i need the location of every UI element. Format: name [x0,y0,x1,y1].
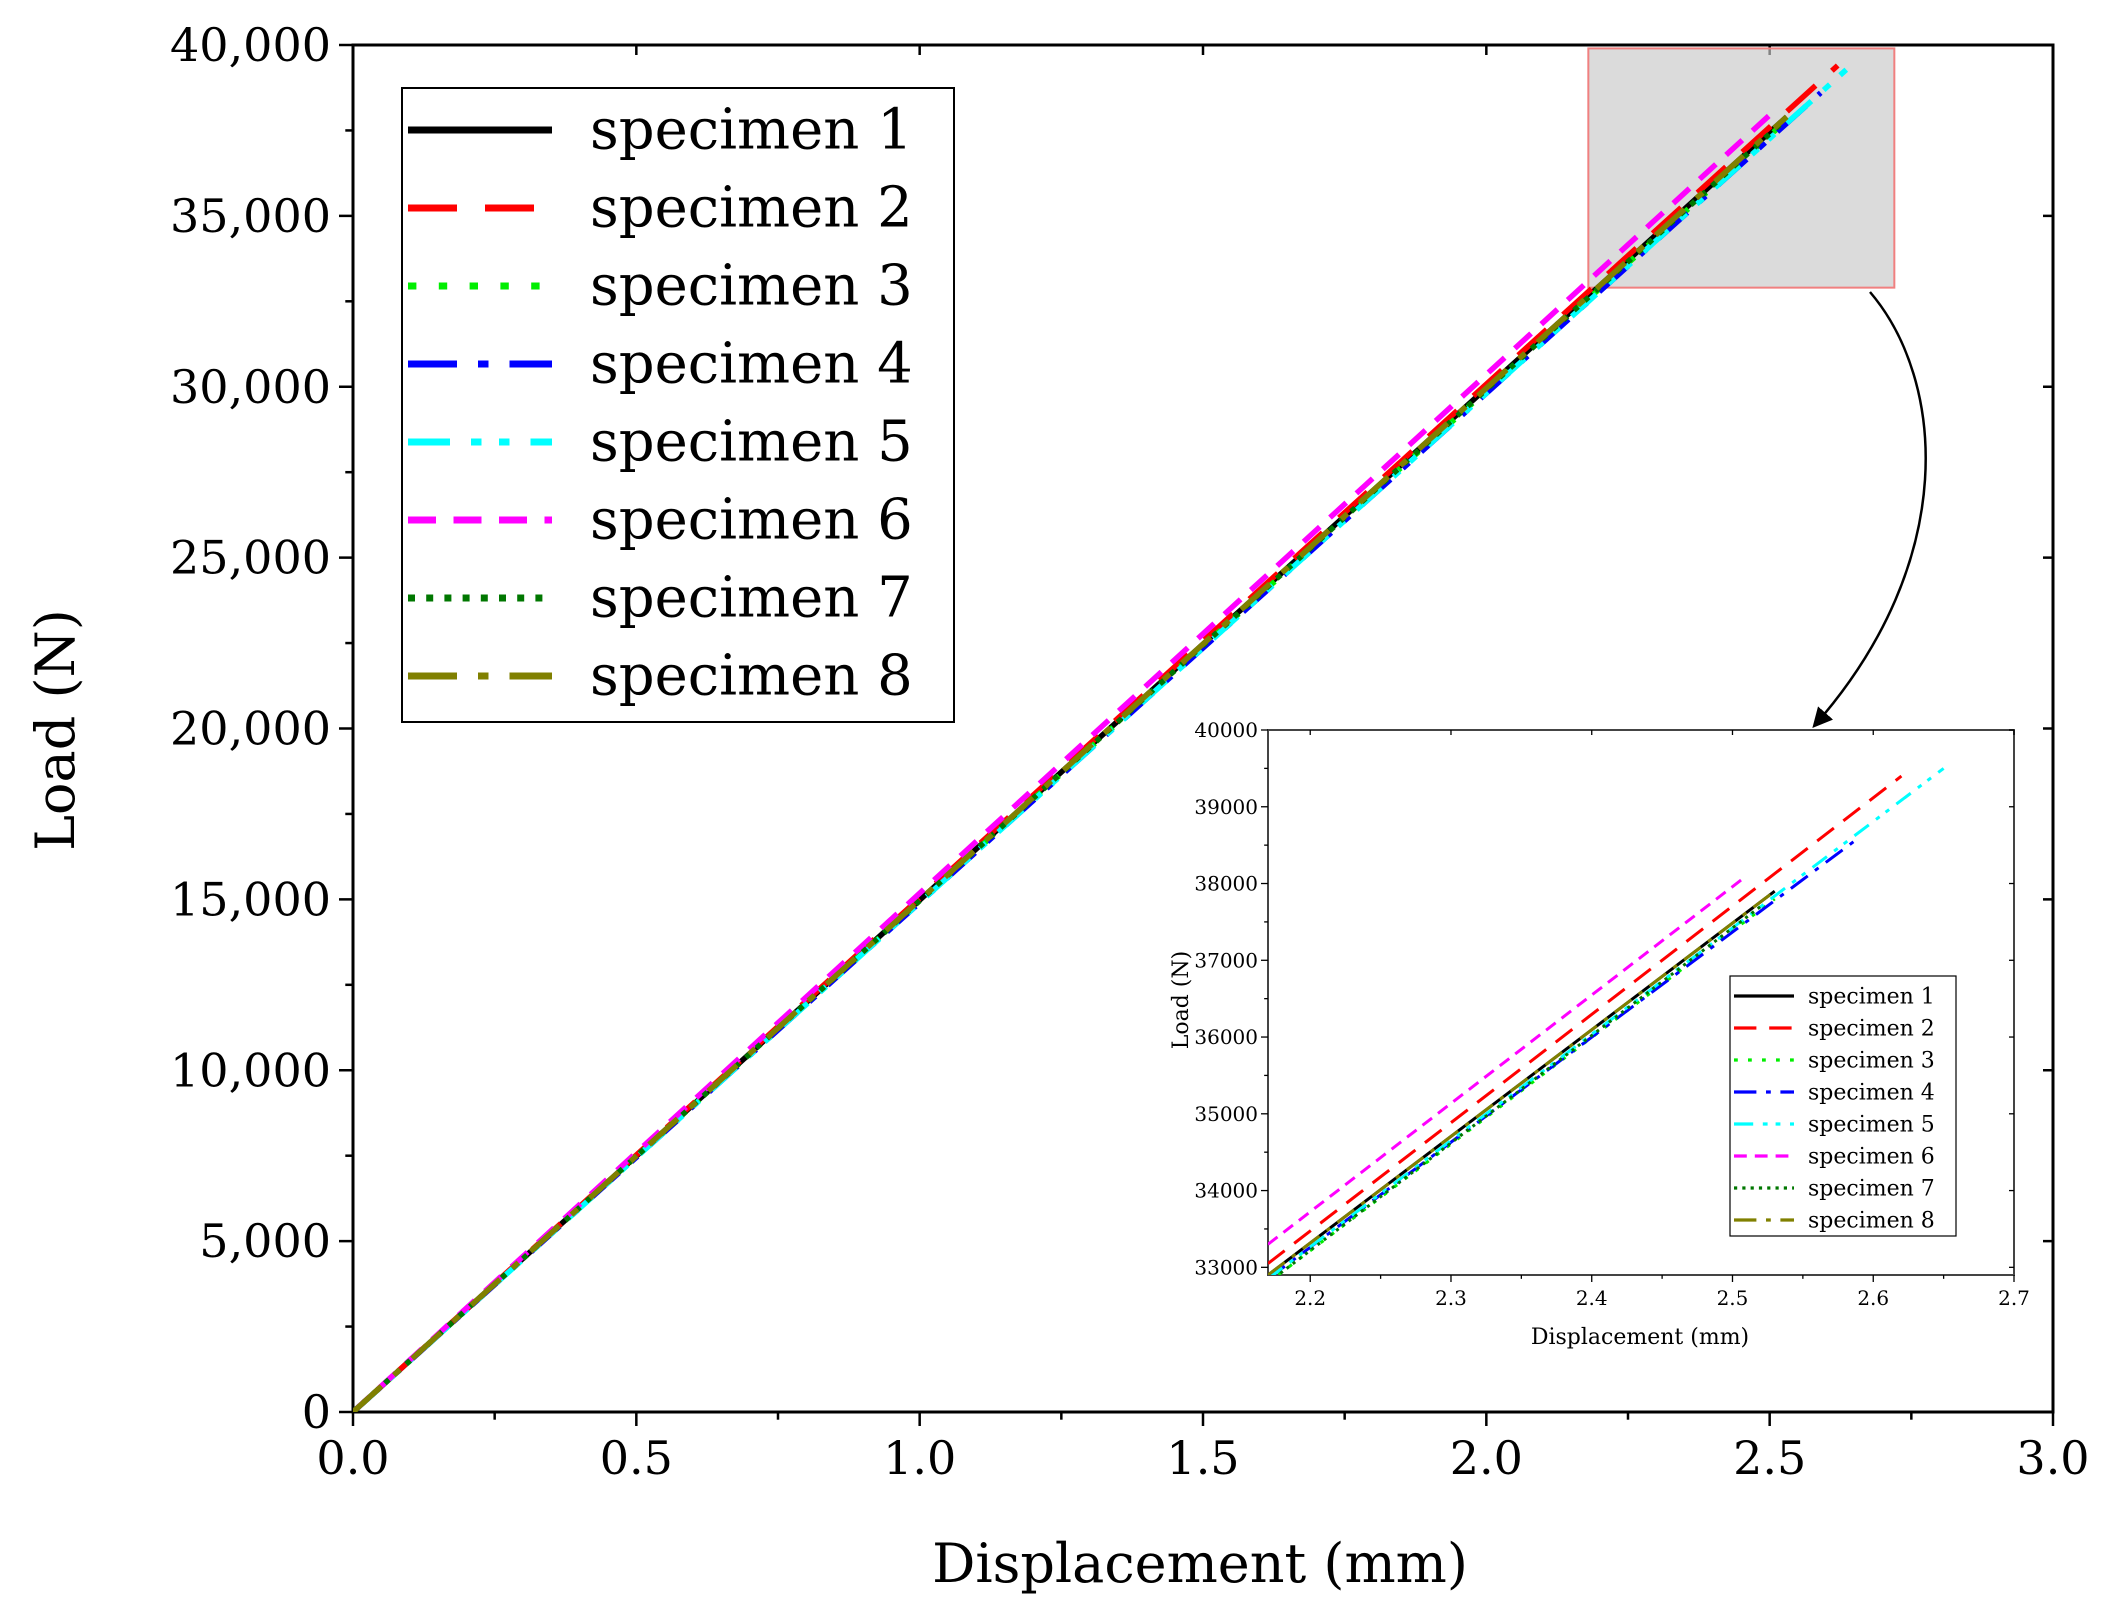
legend-label-specimen-8: specimen 8 [590,643,913,708]
series-line-specimen-6 [1268,874,1748,1246]
y-tick-label: 40,000 [170,18,331,72]
legend-label-specimen-7: specimen 7 [590,565,913,630]
y-tick-label: 0 [302,1385,331,1439]
y-tick-label: 10,000 [170,1043,331,1097]
series-line-specimen-7 [1275,905,1762,1275]
x-tick-label: 1.5 [1166,1431,1239,1485]
y-tick-label: 30,000 [170,360,331,414]
series-line-specimen-8 [353,114,1789,1412]
x-tick-label: 2.2 [1294,1286,1326,1310]
main-plot: 0.0 0.5 1.0 1.5 2.0 2.5 3.0 0 5,000 10,000 15,000 2… [24,18,2090,1595]
y-tick-label: 40000 [1194,718,1258,742]
legend-label-specimen-4: specimen 4 [590,331,913,396]
legend-label-specimen-6: specimen 6 [1808,1144,1935,1169]
y-tick-label: 25,000 [170,531,331,585]
legend-label-specimen-3: specimen 3 [590,253,913,318]
x-tick-label: 2.4 [1576,1286,1608,1310]
x-tick-label: 2.3 [1435,1286,1467,1310]
inset-plot: 2.2 2.3 2.4 2.5 2.6 2.7 33000 34000 35000 36000 37… [1169,718,2030,1350]
series-line-specimen-2 [1268,774,1903,1265]
x-tick-label: 2.7 [1998,1286,2030,1310]
x-tick-label: 3.0 [2016,1431,2089,1485]
x-tick-label: 2.5 [1717,1286,1749,1310]
y-tick-label: 37000 [1194,948,1258,972]
main-axis-ticks: 0.0 0.5 1.0 1.5 2.0 2.5 3.0 0 5,000 10,000 15,000 2… [170,18,2090,1485]
x-tick-label: 0.0 [316,1431,389,1485]
legend-label-specimen-2: specimen 2 [1808,1016,1935,1041]
inset-axis-ticks: 2.2 2.3 2.4 2.5 2.6 2.7 33000 34000 35000 36000 37… [1194,718,2030,1310]
x-tick-label: 2.0 [1450,1431,1523,1485]
legend-frame [401,87,955,723]
x-tick-label: 2.5 [1733,1431,1806,1485]
main-series-lines [353,60,1857,1412]
inset-series-lines [1268,767,1945,1275]
main-x-axis-label: Displacement (mm) [932,1532,1468,1595]
legend-label-specimen-6: specimen 6 [590,487,913,552]
legend-label-specimen-4: specimen 4 [1808,1080,1935,1105]
inset-y-axis-label: Load (N) [1169,951,1194,1049]
y-tick-label: 38000 [1194,872,1258,896]
inset-legend: specimen 1 specimen 2 specimen 3 specimen 4… [1729,975,1957,1237]
x-tick-label: 0.5 [600,1431,673,1485]
legend-label-specimen-3: specimen 3 [1808,1048,1935,1073]
legend-label-specimen-8: specimen 8 [1808,1208,1935,1233]
legend-label-specimen-2: specimen 2 [590,175,913,240]
x-tick-label: 2.6 [1857,1286,1889,1310]
y-tick-label: 15,000 [170,872,331,926]
inset-x-axis-label: Displacement (mm) [1531,1325,1749,1350]
main-y-axis-label: Load (N) [24,609,87,851]
y-tick-label: 35000 [1194,1102,1258,1126]
y-tick-label: 35,000 [170,189,331,243]
y-tick-label: 33000 [1194,1255,1258,1279]
series-line-specimen-4 [1270,836,1861,1275]
series-line-specimen-5 [1270,767,1945,1275]
legend-label-specimen-1: specimen 1 [590,97,913,162]
series-line-specimen-8 [1268,890,1776,1275]
y-tick-label: 20,000 [170,702,331,756]
legend-frame [1729,975,1957,1237]
legend-label-specimen-5: specimen 5 [590,409,913,474]
legend-label-specimen-1: specimen 1 [1808,984,1935,1009]
legend-label-specimen-7: specimen 7 [1808,1176,1935,1201]
y-tick-label: 5,000 [199,1214,331,1268]
legend-label-specimen-5: specimen 5 [1808,1112,1935,1137]
zoom-arrow [1812,291,1927,729]
main-legend: specimen 1 specimen 2 specimen 3 specimen 4… [401,87,955,723]
y-tick-label: 36000 [1194,1025,1258,1049]
x-tick-label: 1.0 [883,1431,956,1485]
y-tick-label: 34000 [1194,1179,1258,1203]
y-tick-label: 39000 [1194,795,1258,819]
